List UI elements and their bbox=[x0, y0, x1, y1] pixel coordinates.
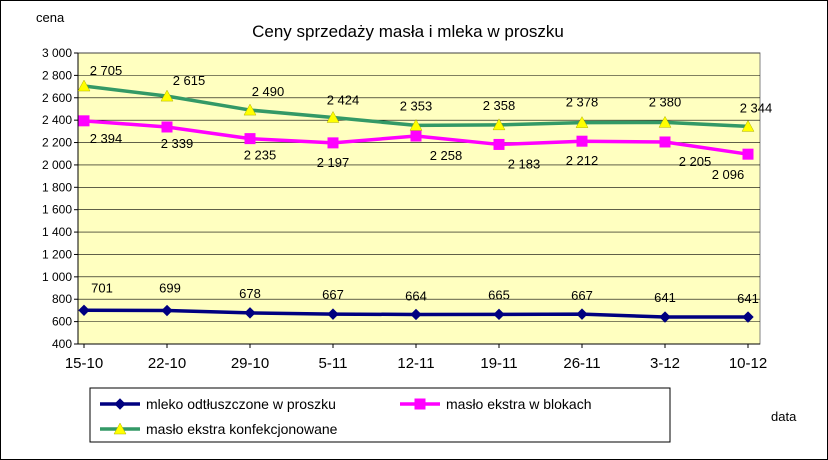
y-tick-label: 600 bbox=[52, 315, 72, 329]
x-tick-label: 19-11 bbox=[480, 355, 517, 372]
data-label: 701 bbox=[91, 280, 113, 295]
y-tick-label: 3 000 bbox=[42, 46, 72, 60]
data-point bbox=[77, 79, 91, 92]
data-point bbox=[410, 130, 422, 142]
data-label: 2 235 bbox=[244, 148, 277, 163]
data-point bbox=[243, 103, 257, 116]
data-label: 641 bbox=[737, 291, 759, 306]
series-layer bbox=[77, 79, 755, 323]
legend-label: masło ekstra konfekcjonowane bbox=[146, 421, 338, 437]
x-tick-label: 12-11 bbox=[397, 355, 434, 372]
data-label: 2 615 bbox=[173, 73, 206, 88]
data-point bbox=[244, 307, 256, 319]
x-tick-label: 3-12 bbox=[650, 355, 680, 372]
data-label: 2 258 bbox=[430, 148, 463, 163]
y-tick-label: 1 400 bbox=[42, 225, 72, 239]
data-label: 667 bbox=[322, 287, 344, 302]
x-tick-label: 26-11 bbox=[563, 355, 600, 372]
y-tick-label: 800 bbox=[52, 292, 72, 306]
data-point bbox=[160, 89, 174, 102]
data-label: 2 183 bbox=[508, 156, 541, 171]
data-label: 2 212 bbox=[566, 153, 599, 168]
legend-marker bbox=[414, 398, 426, 410]
data-label: 667 bbox=[571, 288, 593, 303]
data-label: 664 bbox=[405, 288, 427, 303]
x-tick-label: 5-11 bbox=[319, 355, 348, 372]
y-tick-label: 2 600 bbox=[42, 91, 72, 105]
data-point bbox=[742, 311, 754, 323]
data-label: 699 bbox=[159, 281, 181, 296]
y-tick-label: 1 000 bbox=[42, 270, 72, 284]
y-tick-label: 1 600 bbox=[42, 203, 72, 217]
data-label: 665 bbox=[488, 287, 510, 302]
data-point bbox=[741, 119, 755, 132]
legend-marker bbox=[114, 398, 126, 410]
data-point bbox=[410, 308, 422, 321]
data-point bbox=[409, 118, 423, 131]
data-point bbox=[327, 308, 339, 320]
data-label: 2 380 bbox=[649, 94, 682, 109]
data-label: 2 378 bbox=[566, 95, 599, 110]
y-tick-label: 2 800 bbox=[42, 68, 72, 82]
data-point bbox=[161, 304, 173, 317]
data-point bbox=[327, 137, 339, 149]
data-label: 2 490 bbox=[252, 84, 285, 99]
x-tick-label: 15-10 bbox=[65, 355, 103, 372]
data-label: 2 197 bbox=[317, 155, 350, 170]
x-tick-label: 10-12 bbox=[729, 355, 767, 372]
data-label: 2 205 bbox=[679, 154, 712, 169]
x-tick-label: 29-10 bbox=[231, 355, 269, 372]
x-axis-ticks: 15-10 22-10 29-10 5-11 12-11 19-11 26-11 3-12 10… bbox=[65, 344, 767, 372]
data-label: 2 358 bbox=[483, 98, 516, 113]
data-label: 678 bbox=[239, 286, 261, 301]
data-point bbox=[658, 115, 672, 128]
data-label: 2 394 bbox=[90, 131, 123, 146]
data-label: 2 344 bbox=[740, 100, 773, 115]
data-point bbox=[659, 311, 671, 323]
data-label: 2 339 bbox=[161, 136, 194, 151]
data-point bbox=[576, 308, 588, 320]
y-tick-label: 2 400 bbox=[42, 113, 72, 127]
gridlines bbox=[77, 52, 760, 345]
x-tick-label: 22-10 bbox=[148, 355, 186, 372]
legend-box bbox=[89, 387, 671, 443]
y-tick-label: 400 bbox=[52, 337, 72, 351]
y-tick-label: 2 000 bbox=[42, 158, 72, 172]
data-point bbox=[742, 148, 754, 160]
y-axis-label: cena bbox=[36, 10, 65, 25]
y-axis-ticks: 400 600 800 1 000 1 200 1 400 1 600 1 800 2 000 2… bbox=[42, 46, 78, 351]
data-point bbox=[244, 133, 256, 145]
legend: mleko odtłuszczone w proszku masło ekstra… bbox=[89, 387, 671, 443]
data-label: 2 096 bbox=[712, 167, 745, 182]
x-axis-label: data bbox=[771, 409, 797, 424]
legend-label: mleko odtłuszczone w proszku bbox=[146, 396, 336, 412]
data-point bbox=[78, 115, 90, 127]
data-label: 2 353 bbox=[400, 98, 433, 113]
data-point bbox=[493, 138, 505, 150]
data-label: 641 bbox=[654, 290, 676, 305]
data-label: 2 705 bbox=[90, 63, 123, 78]
legend-marker bbox=[113, 422, 127, 435]
y-tick-label: 1 800 bbox=[42, 180, 72, 194]
data-point bbox=[575, 116, 589, 128]
data-point bbox=[492, 118, 506, 131]
data-point bbox=[161, 121, 173, 133]
legend-label: masło ekstra w blokach bbox=[446, 396, 592, 412]
chart-title: Ceny sprzedaży masła i mleka w proszku bbox=[252, 22, 564, 41]
data-label: 2 424 bbox=[327, 92, 360, 107]
y-tick-label: 2 200 bbox=[42, 136, 72, 150]
data-point bbox=[493, 308, 505, 321]
data-point bbox=[78, 304, 90, 317]
y-tick-label: 1 200 bbox=[42, 247, 72, 261]
data-labels: 701 699 678 667 664 665 667 641 641 2 394 2 339 2 2… bbox=[90, 63, 773, 306]
data-point bbox=[576, 135, 588, 147]
data-point bbox=[326, 110, 340, 123]
data-point bbox=[659, 136, 671, 148]
